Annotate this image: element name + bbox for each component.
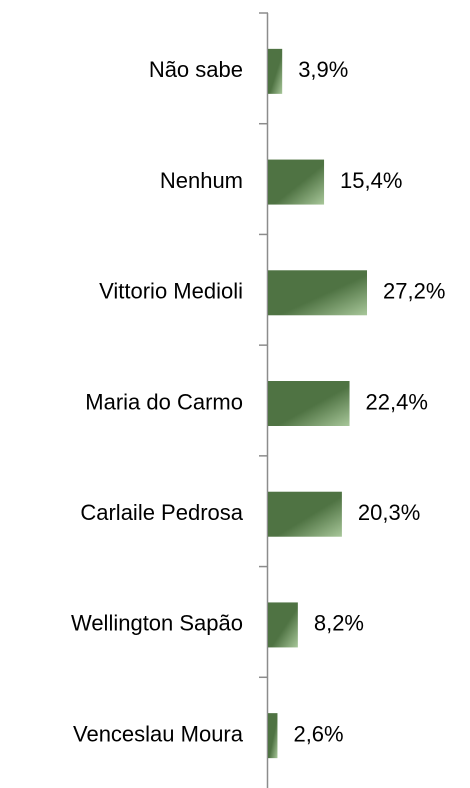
bar: [268, 48, 283, 94]
category-label: Nenhum: [160, 168, 243, 193]
data-label: 20,3%: [358, 500, 420, 525]
category-label: Wellington Sapão: [71, 611, 243, 636]
data-label: 3,9%: [298, 57, 348, 82]
data-label: 22,4%: [366, 389, 428, 414]
category-label: Carlaile Pedrosa: [80, 500, 243, 525]
bar: [268, 713, 278, 759]
bar: [268, 159, 325, 205]
category-label: Não sabe: [149, 57, 243, 82]
bar: [268, 491, 342, 537]
category-label: Venceslau Moura: [73, 721, 244, 746]
bar: [268, 602, 298, 648]
category-label: Maria do Carmo: [85, 389, 243, 414]
bar: [268, 381, 350, 426]
category-label: Vittorio Medioli: [99, 279, 243, 304]
bar: [268, 270, 368, 316]
data-label: 2,6%: [293, 721, 343, 746]
data-label: 15,4%: [340, 168, 402, 193]
data-label: 27,2%: [383, 279, 445, 304]
data-label: 8,2%: [314, 611, 364, 636]
